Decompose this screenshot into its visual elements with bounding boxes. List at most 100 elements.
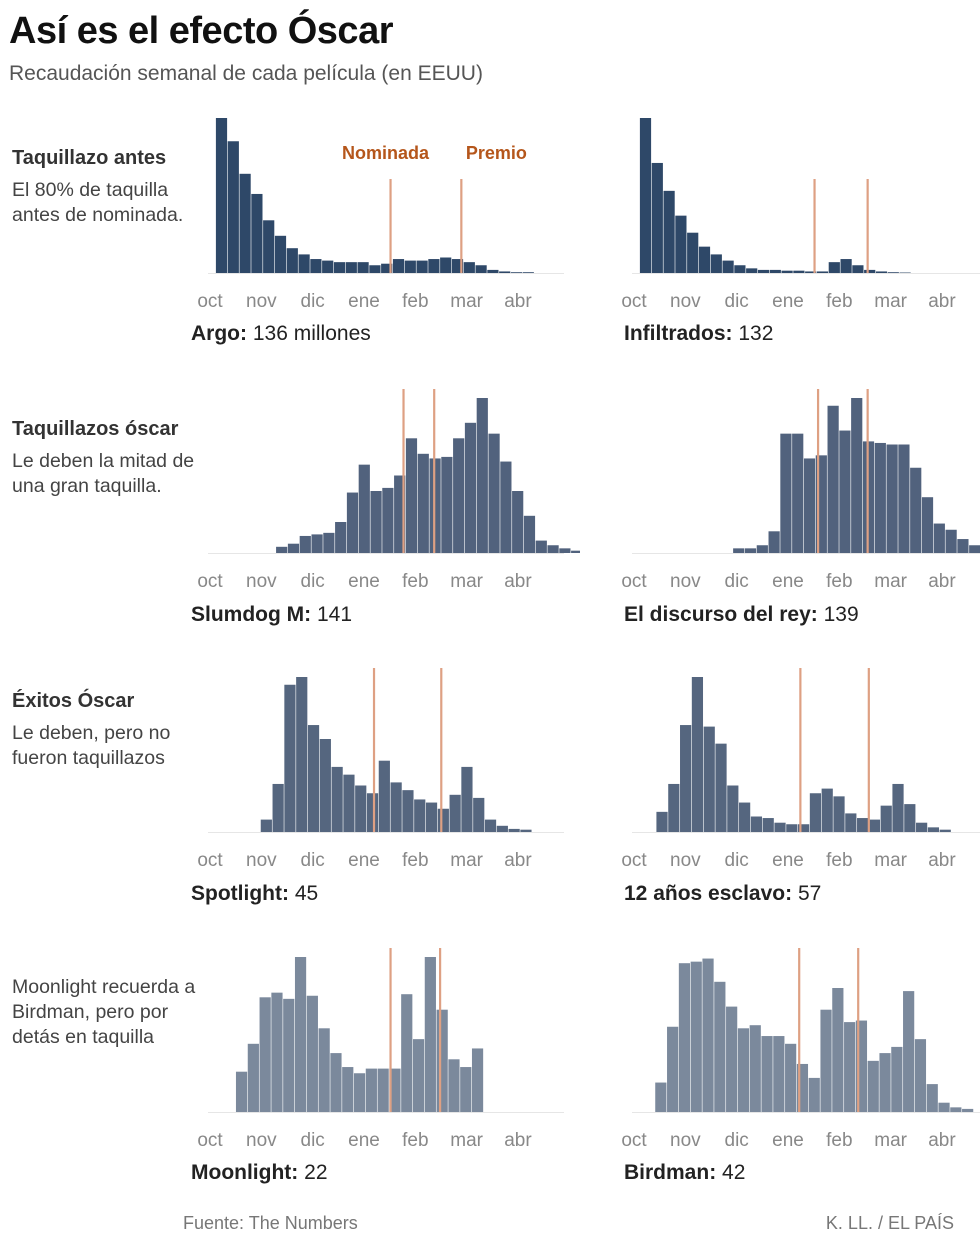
bar (377, 1068, 389, 1112)
group-text-3: Le deben, pero no fueron taquillazos (12, 722, 171, 769)
film-total: 141 (317, 603, 353, 626)
bar (500, 461, 512, 553)
chart-12-anos: oct nov dic ene feb mar abr (621, 668, 980, 871)
bar (390, 782, 402, 832)
bar (903, 991, 915, 1112)
bar (424, 957, 436, 1112)
bar (274, 235, 287, 273)
bar (463, 262, 475, 273)
bar (284, 684, 296, 832)
bar (916, 822, 928, 832)
bar (331, 766, 343, 832)
bar (739, 802, 751, 832)
bar (756, 545, 768, 553)
bar (370, 491, 382, 553)
source-note: Fuente: The Numbers (183, 1213, 358, 1233)
bar (938, 1102, 950, 1112)
bar (687, 232, 699, 273)
film-label-birdman: Birdman: 42 (624, 1161, 746, 1184)
bar (394, 475, 406, 553)
bar (402, 790, 414, 832)
x-tick-label: oct (621, 571, 647, 592)
film-total: 22 (304, 1161, 328, 1184)
bar (355, 785, 367, 832)
bar (323, 532, 335, 553)
x-tick-label: nov (670, 571, 701, 592)
chart-birdman: oct nov dic ene feb mar abr (621, 948, 980, 1151)
bar (886, 444, 898, 553)
bar (921, 497, 934, 553)
bar (839, 430, 851, 553)
bar (343, 774, 355, 832)
bar (271, 992, 283, 1112)
bar (727, 785, 739, 832)
bar (651, 162, 663, 273)
bar (746, 268, 758, 273)
bar (437, 808, 449, 832)
bar (496, 825, 508, 832)
bar (833, 796, 845, 832)
x-tick-label: ene (348, 571, 380, 592)
bar (910, 467, 922, 553)
film-name: Argo (191, 322, 240, 345)
bar (773, 1036, 785, 1112)
bar (378, 760, 390, 832)
bar (793, 270, 805, 273)
x-tick-label: oct (621, 1130, 647, 1151)
x-tick-label: abr (504, 291, 532, 312)
bar (734, 265, 746, 273)
x-tick-label: ene (348, 291, 380, 312)
film-total: 42 (722, 1161, 746, 1184)
bar (868, 819, 881, 832)
bar (441, 456, 453, 553)
chart-infiltrados: oct nov dic ene feb mar abr (621, 118, 980, 312)
x-tick-label: mar (874, 291, 907, 312)
group-heading-3: Éxitos Óscar (12, 690, 135, 712)
x-tick-label: feb (402, 571, 428, 592)
film-total: 136 millones (252, 322, 371, 345)
bar (461, 766, 473, 832)
group-text-4: Moonlight recuerda a Birdman, pero por d… (12, 976, 196, 1048)
bar (358, 464, 370, 553)
bar (785, 1043, 797, 1112)
bar (655, 1082, 667, 1112)
bar (667, 1026, 679, 1112)
bar (335, 522, 347, 553)
bar (656, 811, 668, 832)
bar (749, 1025, 761, 1112)
bar (476, 398, 488, 553)
bar (311, 534, 323, 553)
x-tick-label: nov (246, 291, 277, 312)
bar (939, 829, 951, 832)
x-tick-label: oct (197, 571, 223, 592)
chart-spotlight: oct nov dic ene feb mar abr (197, 668, 564, 871)
bar (523, 515, 536, 553)
group-text-1: El 80% de taquilla antes de nominada. (12, 179, 184, 226)
x-tick-label: dic (725, 291, 749, 312)
film-total: 132 (738, 322, 774, 345)
bar (733, 548, 745, 553)
x-tick-label: dic (301, 291, 325, 312)
bar (508, 828, 520, 832)
film-total: 139 (823, 603, 859, 626)
x-tick-label: oct (621, 291, 647, 312)
x-tick-label: abr (928, 571, 956, 592)
bar (815, 455, 827, 553)
bar (840, 259, 852, 273)
bar (780, 433, 792, 553)
bar (296, 677, 308, 832)
bar (440, 257, 452, 273)
x-tick-label: ene (772, 850, 804, 871)
bar (855, 1020, 868, 1112)
bar (828, 262, 840, 273)
bar (510, 272, 523, 273)
bar (663, 190, 675, 273)
x-tick-label: oct (621, 850, 647, 871)
x-tick-label: feb (826, 571, 852, 592)
bar (892, 783, 904, 832)
x-tick-label: dic (301, 850, 325, 871)
x-tick-label: nov (670, 1130, 701, 1151)
bar (857, 818, 869, 832)
bar (405, 438, 418, 553)
bar (668, 783, 680, 832)
